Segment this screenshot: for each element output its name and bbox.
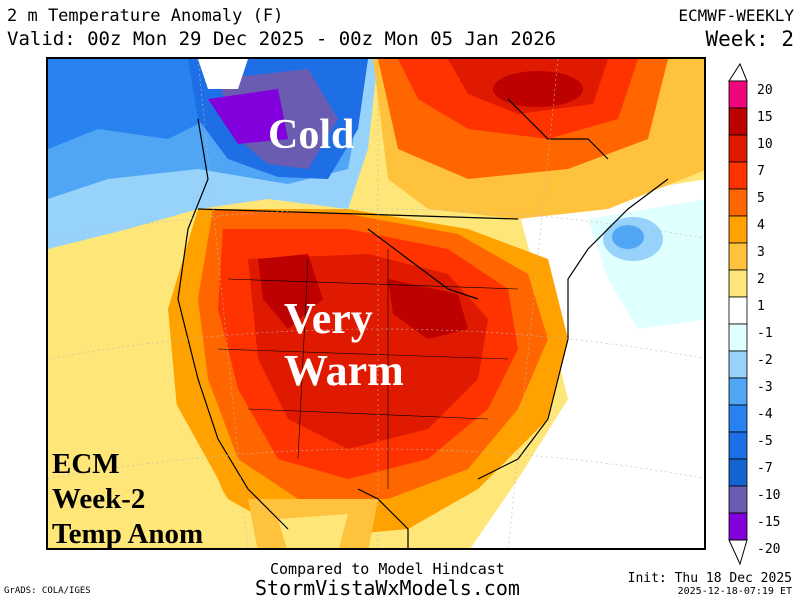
colorbar-label: -4 — [757, 407, 773, 422]
colorbar-label: -10 — [757, 488, 781, 503]
colorbar-label: 20 — [757, 83, 773, 98]
colorbar-segment — [728, 323, 748, 352]
colorbar-label: -7 — [757, 461, 773, 476]
colorbar-label: 2 — [757, 272, 765, 287]
anomaly-map: Cold Very Warm ECM Week-2 Temp Anom — [46, 57, 706, 550]
site-name: StormVistaWxModels.com — [255, 576, 520, 600]
model-name: ECMWF-WEEKLY — [678, 6, 794, 25]
very-label: Very — [284, 294, 373, 343]
ecm-caption-line: Temp Anom — [52, 518, 204, 550]
colorbar-label: -5 — [757, 434, 773, 449]
colorbar — [728, 62, 748, 566]
ecm-caption-line: ECM — [52, 448, 120, 480]
colorbar-label: 7 — [757, 164, 765, 179]
colorbar-label: 10 — [757, 137, 773, 152]
colorbar-segment — [728, 242, 748, 271]
anomaly-field — [48, 59, 704, 548]
colorbar-segment — [728, 134, 748, 163]
map-title: 2 m Temperature Anomaly (F) — [7, 6, 284, 26]
colorbar-segment — [728, 269, 748, 298]
colorbar-segment — [728, 377, 748, 406]
colorbar-label: 1 — [757, 299, 765, 314]
colorbar-segment — [728, 188, 748, 217]
colorbar-segment — [728, 296, 748, 325]
colorbar-label: 4 — [757, 218, 765, 233]
ecm-caption: ECM Week-2 Temp Anom — [52, 447, 204, 550]
generation-timestamp: 2025-12-18-07:19 ET — [677, 586, 792, 597]
colorbar-label: -3 — [757, 380, 773, 395]
colorbar-segment — [728, 350, 748, 379]
colorbar-label: -1 — [757, 326, 773, 341]
init-time: Init: Thu 18 Dec 2025 — [627, 571, 792, 586]
colorbar-label: 5 — [757, 191, 765, 206]
colorbar-label: -15 — [757, 515, 781, 530]
valid-period: Valid: 00z Mon 29 Dec 2025 - 00z Mon 05 … — [7, 28, 557, 50]
colorbar-segment — [728, 404, 748, 433]
warm-label: Warm — [284, 346, 404, 395]
colorbar-segment — [728, 431, 748, 460]
ecm-caption-line: Week-2 — [52, 483, 146, 515]
colorbar-segment — [728, 215, 748, 244]
colorbar-label: -20 — [757, 542, 781, 557]
colorbar-segment — [728, 107, 748, 136]
hindcast-note: Compared to Model Hindcast — [270, 560, 505, 578]
colorbar-label: 15 — [757, 110, 773, 125]
colorbar-segment — [728, 458, 748, 487]
colorbar-segment — [728, 161, 748, 190]
colorbar-top-arrow — [728, 62, 748, 82]
colorbar-label: -2 — [757, 353, 773, 368]
colorbar-label: 3 — [757, 245, 765, 260]
colorbar-segment — [728, 512, 748, 541]
week-label: Week: 2 — [705, 27, 794, 51]
colorbar-bottom-arrow — [728, 539, 748, 566]
colorbar-segment — [728, 80, 748, 109]
colorbar-segment — [728, 485, 748, 514]
grads-credit: GrADS: COLA/IGES — [4, 586, 91, 596]
cold-label: Cold — [268, 112, 355, 158]
